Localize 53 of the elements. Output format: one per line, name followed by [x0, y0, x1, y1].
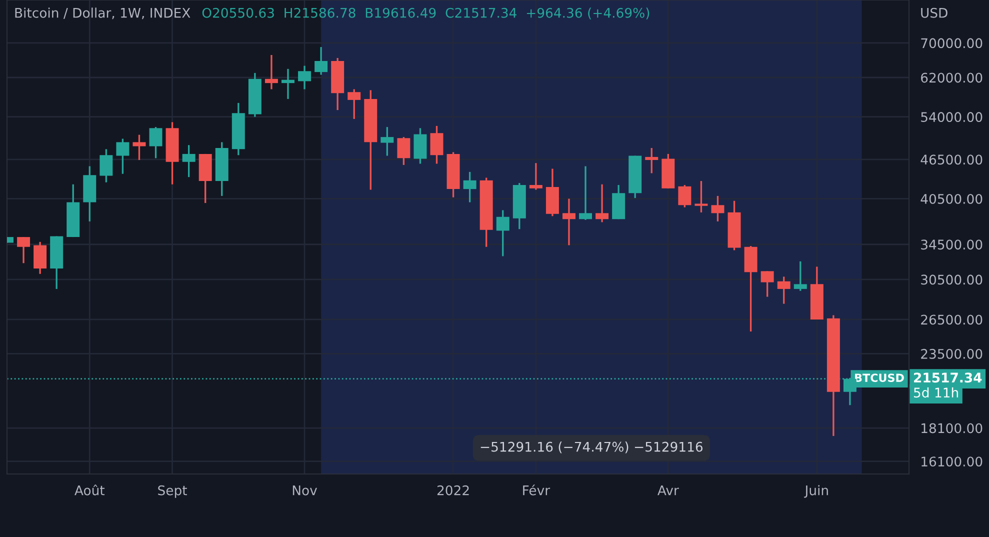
x-tick-label: Nov [292, 486, 317, 496]
x-tick-label: 2022 [437, 485, 469, 496]
candlestick [264, 54, 278, 90]
candlestick [380, 126, 394, 157]
candlestick [132, 134, 146, 161]
candlestick [314, 46, 328, 76]
candlestick [562, 198, 576, 246]
x-tick-label: Août [74, 484, 105, 496]
candlestick [348, 88, 361, 120]
candlestick [182, 144, 196, 178]
candlestick [596, 184, 609, 223]
candlestick [100, 148, 113, 184]
y-tick-label: 46500.00 [920, 154, 982, 165]
y-tick-label: 26500.00 [921, 314, 982, 325]
candlestick [397, 136, 410, 166]
candlestick [281, 68, 294, 100]
text: Bitcoin / Dollar, 1W, INDEX [15, 8, 190, 20]
y-tick-label: 62000.00 [921, 72, 982, 83]
y-tick-label: 23500.00 [921, 348, 982, 359]
candlestick [34, 241, 47, 275]
y-tick-label: 34500.00 [921, 240, 982, 250]
candlestick [17, 236, 30, 264]
x-tick-label: Févr [523, 484, 550, 496]
candlestick [645, 147, 658, 174]
band-label: −51291.16 (−74.47%) −5129116 [480, 442, 703, 454]
candlestick [463, 171, 476, 204]
y-tick-label: 54000.00 [921, 112, 982, 122]
text: 5d 11h [914, 387, 958, 398]
candlestick [298, 64, 312, 90]
candlestick [579, 165, 592, 221]
candlestick [694, 180, 708, 214]
candlestick [149, 126, 162, 160]
candlestick [794, 260, 807, 292]
candlestick [116, 138, 130, 175]
candlestick [678, 184, 692, 208]
y-tick-label: 30500.00 [921, 274, 982, 285]
candlestick [760, 270, 774, 298]
x-tick-label: Sept [158, 485, 187, 498]
y-tick-label: 18100.00 [922, 423, 982, 434]
candlestick [711, 195, 724, 222]
y-tick-label: 40500.00 [920, 194, 982, 204]
candlestick [777, 276, 790, 305]
text: 21517.34 [914, 372, 982, 383]
y-axis-title: USD [921, 8, 948, 18]
ref-line-label: BTCUSD [855, 374, 904, 382]
x-tick-label: Juin [804, 485, 828, 498]
y-tick-label: 70000.00 [921, 38, 982, 48]
candlestick [430, 125, 444, 165]
y-tick-label: 16100.00 [922, 456, 982, 467]
text: O20550.63 H21586.78 B19616.49 C21517.34 +964.36 (+4.69%) [202, 8, 650, 20]
candlestick [496, 209, 510, 258]
x-tick-label: Avr [658, 486, 679, 496]
candlestick [529, 162, 542, 191]
